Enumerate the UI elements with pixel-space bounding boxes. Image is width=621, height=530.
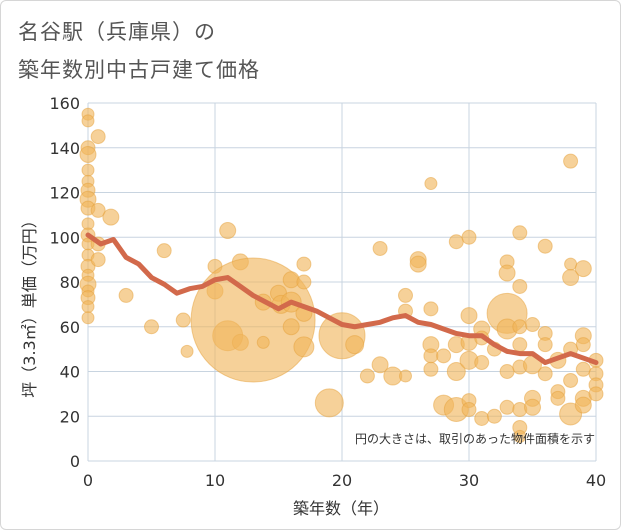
data-bubble bbox=[293, 336, 315, 358]
data-bubble bbox=[175, 312, 191, 328]
data-bubble bbox=[512, 337, 528, 353]
data-bubble bbox=[574, 396, 592, 414]
data-bubble bbox=[460, 307, 478, 325]
data-bubble bbox=[499, 399, 515, 415]
data-bubble bbox=[461, 402, 477, 418]
x-tick-label: 0 bbox=[83, 471, 93, 490]
data-bubble bbox=[498, 264, 516, 282]
data-bubble bbox=[399, 369, 412, 383]
data-bubble bbox=[525, 317, 540, 333]
y-tick-label: 60 bbox=[60, 318, 80, 337]
chart-title-line1: 名谷駅（兵庫県）の bbox=[18, 20, 216, 44]
data-bubble bbox=[296, 256, 312, 272]
data-bubble bbox=[588, 386, 604, 402]
data-bubble bbox=[359, 368, 375, 384]
data-bubble bbox=[563, 153, 579, 169]
data-bubble bbox=[448, 234, 464, 250]
y-tick-label: 80 bbox=[60, 273, 80, 292]
data-bubble bbox=[90, 202, 106, 218]
data-bubble bbox=[574, 260, 592, 278]
data-bubble bbox=[563, 372, 579, 388]
data-bubble bbox=[81, 163, 95, 177]
data-bubble bbox=[575, 361, 591, 377]
data-bubble bbox=[564, 257, 578, 271]
data-bubble bbox=[102, 208, 120, 226]
data-bubble bbox=[282, 318, 300, 336]
y-tick-label: 40 bbox=[60, 363, 80, 382]
data-bubble bbox=[409, 255, 427, 273]
data-bubble bbox=[156, 243, 172, 259]
tick-labels: 0 20 40 60 80 100 120 140 160 0 10 20 30 40 bbox=[49, 94, 606, 490]
x-axis-label: 築年数（年） bbox=[293, 499, 389, 518]
x-tick-label: 20 bbox=[332, 471, 352, 490]
data-bubble bbox=[499, 364, 515, 379]
data-bubble bbox=[575, 337, 591, 353]
data-bubble bbox=[314, 388, 344, 418]
data-bubble bbox=[512, 319, 528, 335]
data-bubble bbox=[118, 287, 134, 303]
data-bubble bbox=[436, 348, 452, 364]
x-tick-label: 40 bbox=[586, 471, 606, 490]
y-tick-label: 160 bbox=[49, 94, 80, 113]
data-bubble bbox=[513, 429, 527, 443]
y-tick-label: 0 bbox=[70, 452, 80, 471]
y-tick-label: 20 bbox=[60, 407, 80, 426]
trend-line bbox=[85, 232, 599, 366]
data-bubble bbox=[423, 348, 439, 364]
x-tick-label: 10 bbox=[205, 471, 225, 490]
data-bubble bbox=[372, 240, 388, 256]
data-bubble bbox=[537, 238, 553, 254]
data-bubble bbox=[79, 145, 97, 163]
bubble-layer bbox=[79, 107, 604, 443]
data-bubble bbox=[90, 129, 106, 145]
data-bubble bbox=[537, 366, 553, 382]
y-tick-label: 120 bbox=[49, 184, 80, 203]
data-bubble bbox=[219, 222, 237, 240]
data-bubble bbox=[562, 269, 580, 287]
y-axis-label: 坪（3.3㎡）単価（万円） bbox=[20, 212, 39, 397]
size-note: 円の大きさは、取引のあった物件面積を示す bbox=[355, 431, 595, 446]
data-bubble bbox=[398, 287, 413, 303]
data-bubble bbox=[256, 335, 270, 349]
data-bubble bbox=[180, 344, 194, 358]
chart-title-line2: 築年数別中古戸建て価格 bbox=[18, 58, 260, 82]
data-bubble bbox=[537, 337, 553, 353]
data-bubble bbox=[81, 300, 95, 314]
data-bubble bbox=[90, 252, 106, 268]
data-bubble bbox=[423, 361, 439, 377]
data-bubble bbox=[81, 311, 95, 325]
y-tick-label: 140 bbox=[49, 139, 80, 158]
y-tick-label: 100 bbox=[49, 228, 80, 247]
data-bubble bbox=[461, 229, 477, 245]
data-bubble bbox=[474, 355, 490, 371]
data-bubble bbox=[424, 177, 438, 191]
data-bubble bbox=[296, 274, 312, 290]
x-tick-label: 30 bbox=[459, 471, 479, 490]
data-bubble bbox=[550, 390, 566, 406]
data-bubble bbox=[512, 278, 528, 294]
data-bubble bbox=[423, 301, 439, 317]
data-bubble bbox=[144, 319, 159, 335]
data-bubble bbox=[524, 398, 541, 416]
data-bubble bbox=[81, 114, 95, 128]
data-bubble bbox=[446, 362, 466, 381]
data-bubble bbox=[486, 408, 502, 424]
data-bubble bbox=[512, 225, 528, 241]
data-bubble bbox=[474, 410, 490, 426]
data-bubble bbox=[345, 335, 365, 355]
data-bubble bbox=[371, 356, 389, 374]
